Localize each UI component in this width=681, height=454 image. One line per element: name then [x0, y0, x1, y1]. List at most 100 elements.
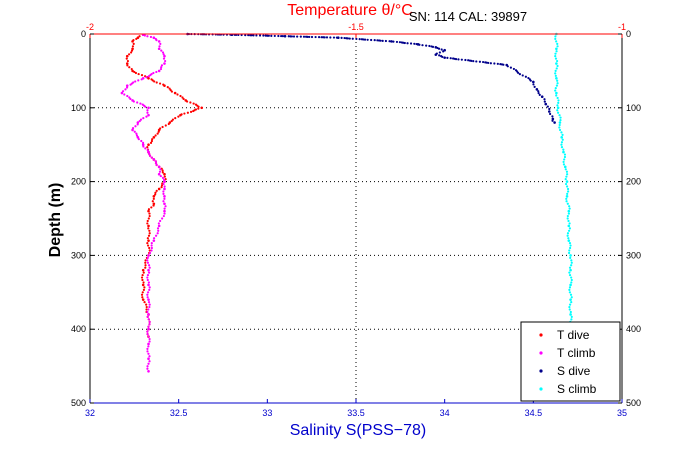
- data-point: [441, 55, 444, 58]
- data-point: [565, 180, 569, 183]
- data-point: [568, 266, 572, 269]
- data-point: [141, 283, 145, 287]
- data-point: [299, 35, 302, 38]
- data-point: [502, 63, 505, 66]
- data-point: [150, 139, 154, 143]
- data-point: [133, 130, 136, 133]
- data-point: [164, 124, 167, 127]
- data-point: [568, 308, 571, 311]
- data-point: [443, 56, 446, 59]
- left-axis-tick-label: 300: [71, 250, 86, 260]
- data-point: [154, 162, 158, 165]
- data-point: [146, 259, 149, 262]
- data-point: [470, 59, 473, 62]
- data-point: [146, 350, 149, 353]
- legend-label: T dive: [557, 328, 590, 342]
- data-point: [521, 74, 524, 77]
- data-point: [475, 60, 478, 63]
- data-point: [154, 193, 157, 196]
- data-point: [535, 88, 539, 91]
- data-point: [266, 34, 269, 37]
- data-point: [164, 205, 167, 208]
- data-point: [131, 40, 134, 43]
- data-point: [152, 71, 155, 75]
- data-point: [566, 187, 570, 191]
- data-point: [164, 59, 167, 63]
- data-point: [145, 303, 148, 306]
- data-point: [162, 192, 165, 195]
- data-point: [141, 278, 144, 282]
- data-point: [517, 71, 520, 74]
- y-axis-label: Depth (m): [47, 183, 64, 258]
- data-point: [438, 54, 441, 57]
- data-point: [157, 224, 161, 228]
- data-point: [197, 107, 200, 110]
- left-axis-tick-label: 100: [71, 103, 86, 113]
- data-point: [302, 35, 306, 38]
- data-point: [296, 35, 299, 38]
- data-point: [570, 259, 573, 262]
- data-point: [147, 271, 151, 274]
- data-point: [147, 308, 150, 311]
- data-point: [163, 185, 166, 188]
- data-point: [384, 39, 388, 43]
- data-point: [568, 291, 571, 294]
- data-point: [262, 34, 265, 37]
- data-point: [146, 35, 149, 38]
- data-point: [183, 112, 186, 115]
- data-point: [147, 254, 150, 257]
- data-point: [148, 305, 151, 309]
- data-point: [250, 34, 253, 37]
- data-point: [568, 249, 571, 252]
- data-point: [270, 34, 273, 37]
- data-point: [395, 40, 399, 44]
- data-point: [146, 333, 149, 336]
- data-point: [148, 212, 151, 215]
- data-point: [346, 37, 349, 40]
- data-point: [557, 111, 560, 114]
- data-point: [146, 315, 149, 318]
- data-point: [555, 94, 558, 97]
- data-point: [370, 38, 373, 42]
- data-point: [154, 134, 157, 137]
- data-point: [147, 268, 150, 272]
- data-point: [146, 310, 149, 314]
- data-point: [160, 64, 164, 67]
- left-axis-tick-label: 0: [81, 29, 86, 39]
- data-point: [163, 209, 166, 213]
- right-axis-tick-label: 500: [626, 398, 641, 408]
- data-point: [392, 40, 395, 43]
- data-point: [142, 145, 145, 148]
- data-point: [310, 35, 314, 39]
- data-point: [568, 227, 572, 230]
- data-point: [548, 107, 551, 111]
- data-point: [556, 64, 559, 68]
- data-point: [151, 200, 154, 203]
- data-point: [197, 105, 200, 108]
- data-point: [143, 34, 146, 37]
- data-point: [555, 40, 558, 43]
- data-point: [133, 70, 136, 74]
- data-point: [570, 278, 573, 282]
- data-point: [150, 249, 153, 252]
- data-point: [170, 119, 173, 123]
- data-point: [560, 146, 564, 149]
- data-point: [148, 246, 151, 250]
- data-point: [139, 118, 143, 121]
- data-point: [149, 141, 153, 144]
- data-point: [148, 288, 151, 291]
- data-point: [134, 125, 137, 128]
- data-point: [141, 268, 145, 272]
- data-point: [533, 85, 536, 88]
- data-point: [140, 139, 143, 143]
- data-point: [267, 34, 270, 37]
- data-point: [555, 47, 558, 51]
- data-point: [569, 298, 572, 301]
- data-point: [554, 57, 558, 60]
- data-point: [561, 138, 564, 141]
- data-point: [543, 100, 546, 103]
- data-point: [157, 40, 161, 43]
- data-point: [555, 76, 558, 80]
- data-point: [351, 37, 354, 40]
- right-axis-tick-label: 0: [626, 29, 631, 39]
